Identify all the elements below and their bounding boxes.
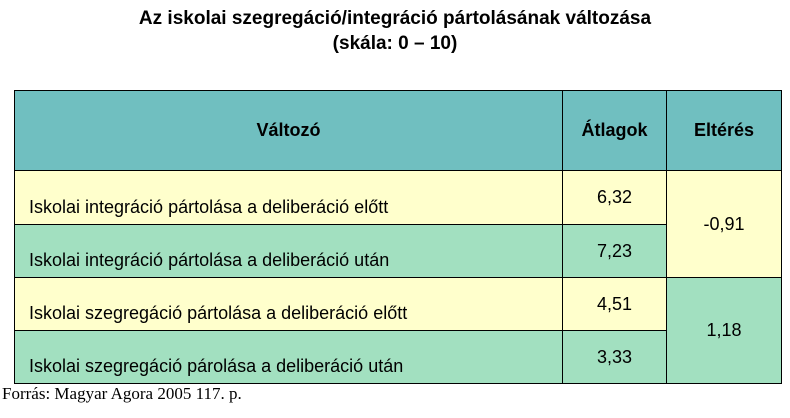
header-cell: Változó <box>14 90 563 171</box>
mean-cell: 3,33 <box>562 330 667 384</box>
subtitle: (skála: 0 – 10) <box>332 33 458 54</box>
header-cell: Eltérés <box>666 90 782 171</box>
source-note: Forrás: Magyar Agora 2005 117. p. <box>2 384 242 403</box>
row-label: Iskolai szegregáció párolása a deliberác… <box>14 330 563 384</box>
diff-cell: -0,91 <box>666 170 782 278</box>
title: Az iskolai szegregáció/integráció pártol… <box>138 8 652 29</box>
header-cell: Átlagok <box>562 90 667 171</box>
row-label: Iskolai integráció pártolása a deliberác… <box>14 224 563 278</box>
diff-cell: 1,18 <box>666 277 782 384</box>
mean-cell: 6,32 <box>562 170 667 225</box>
mean-cell: 4,51 <box>562 277 667 331</box>
row-label: Iskolai integráció pártolása a deliberác… <box>14 170 563 225</box>
mean-cell: 7,23 <box>562 224 667 278</box>
row-label: Iskolai szegregáció pártolása a deliberá… <box>14 277 563 331</box>
